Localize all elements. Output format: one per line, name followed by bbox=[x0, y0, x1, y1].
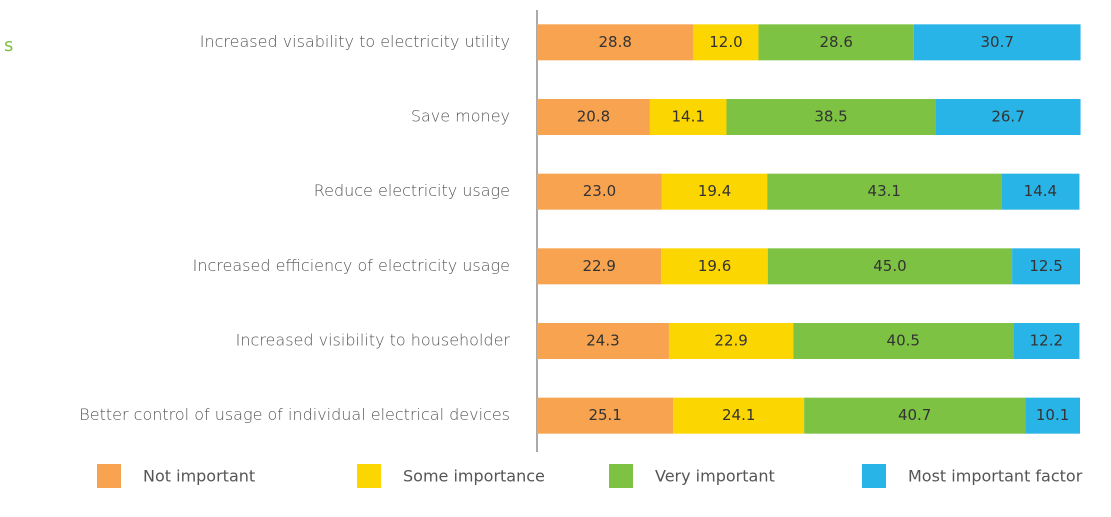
value-label: 28.8 bbox=[598, 33, 631, 51]
category-label: Save money bbox=[411, 107, 510, 126]
value-label: 26.7 bbox=[991, 108, 1024, 126]
bar-segment bbox=[661, 173, 768, 210]
bar-segment bbox=[693, 24, 759, 61]
bar-segment bbox=[673, 397, 805, 434]
value-label: 30.7 bbox=[980, 33, 1013, 51]
bar-segment bbox=[767, 248, 1013, 285]
bar-segment bbox=[804, 397, 1026, 434]
bar-segment bbox=[758, 24, 914, 61]
value-label: 12.2 bbox=[1030, 332, 1063, 350]
legend-swatch bbox=[609, 464, 633, 488]
value-label: 14.1 bbox=[672, 108, 705, 126]
legend-label: Some importance bbox=[403, 467, 545, 486]
bar-segment bbox=[913, 24, 1081, 61]
category-label: Increased efficiency of electricity usag… bbox=[193, 256, 510, 275]
bar-segment bbox=[1001, 173, 1080, 210]
value-label: 25.1 bbox=[588, 406, 621, 424]
bar-segment bbox=[537, 173, 662, 210]
value-label: 43.1 bbox=[868, 182, 901, 200]
value-label: 22.9 bbox=[582, 257, 615, 275]
value-label: 12.5 bbox=[1029, 257, 1062, 275]
category-label: Better control of usage of individual el… bbox=[79, 405, 510, 424]
value-label: 20.8 bbox=[577, 108, 610, 126]
bar-segment bbox=[668, 323, 794, 359]
value-label: 10.1 bbox=[1036, 406, 1069, 424]
category-label: Reduce electricity usage bbox=[314, 181, 510, 200]
value-label: 19.6 bbox=[698, 257, 731, 275]
bar-segment bbox=[537, 397, 674, 434]
value-label: 45.0 bbox=[873, 257, 906, 275]
bar-segment bbox=[793, 323, 1014, 359]
bar-segment bbox=[537, 24, 694, 61]
bar-segment bbox=[1025, 397, 1080, 434]
value-label: 24.3 bbox=[586, 332, 619, 350]
value-label: 40.5 bbox=[887, 332, 920, 350]
bar-segment bbox=[661, 248, 768, 285]
value-label: 19.4 bbox=[698, 182, 731, 200]
bar-segment bbox=[537, 248, 662, 285]
value-label: 24.1 bbox=[722, 406, 755, 424]
bar-segment bbox=[1012, 248, 1080, 285]
bar-segment bbox=[537, 99, 650, 135]
value-label: 14.4 bbox=[1024, 182, 1057, 200]
legend-swatch bbox=[97, 464, 121, 488]
value-label: 12.0 bbox=[709, 33, 742, 51]
value-label: 40.7 bbox=[898, 406, 931, 424]
category-label: Increased visibility to householder bbox=[236, 331, 511, 350]
bar-segment bbox=[1013, 323, 1080, 359]
bar-segment bbox=[649, 99, 727, 135]
bar-segment bbox=[537, 323, 669, 359]
category-label: Increased visability to electricity util… bbox=[200, 32, 510, 51]
value-label: 28.6 bbox=[819, 33, 852, 51]
value-label: 22.9 bbox=[714, 332, 747, 350]
bar-segment bbox=[726, 99, 936, 135]
bar-segment bbox=[767, 173, 1002, 210]
legend-swatch bbox=[357, 464, 381, 488]
legend-label: Very important bbox=[655, 467, 775, 486]
legend-swatch bbox=[862, 464, 886, 488]
legend-label: Most important factor bbox=[908, 467, 1083, 486]
value-label: 38.5 bbox=[814, 108, 847, 126]
bar-segment bbox=[935, 99, 1081, 135]
value-label: 23.0 bbox=[583, 182, 616, 200]
legend-label: Not important bbox=[143, 467, 255, 486]
annotation: s bbox=[4, 35, 13, 56]
